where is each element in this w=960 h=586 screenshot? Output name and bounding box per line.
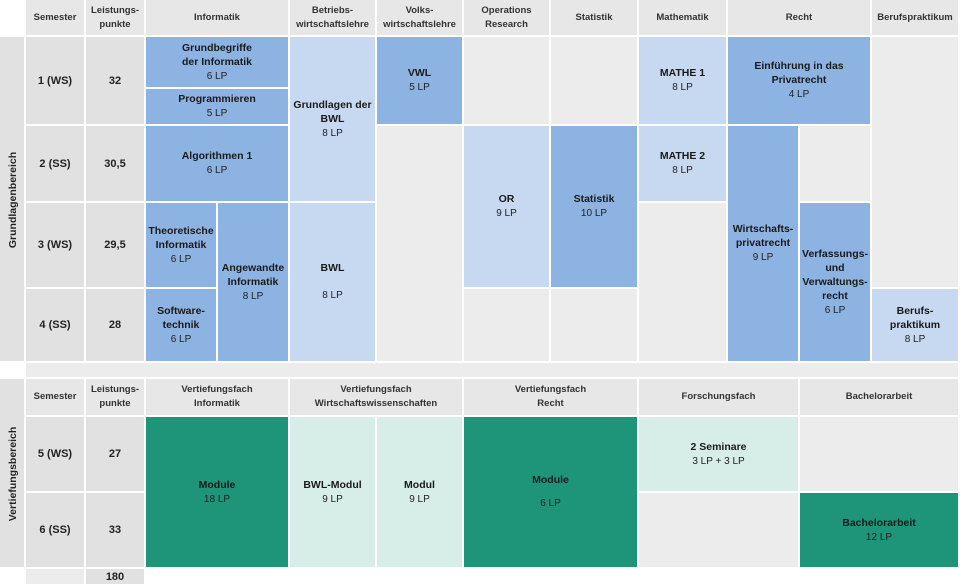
lp-6: 33 — [86, 493, 146, 569]
header-semester: Semester — [26, 0, 86, 37]
section-grundlagen-label: Grundlagenbereich — [7, 151, 19, 249]
header-berufspraktikum: Berufspraktikum — [872, 0, 960, 37]
header2-bachelorarbeit: Bachelorarbeit — [800, 379, 960, 417]
module-seminare: 2 Seminare 3 LP + 3 LP — [639, 417, 800, 493]
header2-forschungsfach: Forschungsfach — [639, 379, 800, 417]
module-grundlagen-bwl: Grundlagen der BWL 8 LP — [290, 37, 377, 203]
lp-5: 27 — [86, 417, 146, 493]
module-theoretische-informatik: Theoretische Informatik 6 LP — [146, 203, 218, 289]
section-vertiefung-label: Vertiefungsbereich — [7, 426, 19, 522]
header-bwl: Betriebs- wirtschaftslehre — [290, 0, 377, 37]
empty-or-1 — [464, 37, 551, 126]
module-angewandte-informatik: Angewandte Informatik 8 LP — [218, 203, 290, 363]
module-softwaretechnik: Software- technik 6 LP — [146, 289, 218, 363]
header-leistungspunkte: Leistungs- punkte — [86, 0, 146, 37]
module-bachelorarbeit: Bachelorarbeit 12 LP — [800, 493, 960, 569]
module-statistik: Statistik 10 LP — [551, 126, 639, 289]
semester-6: 6 (SS) — [26, 493, 86, 569]
header2-semester: Semester — [26, 379, 86, 417]
lp-1: 32 — [86, 37, 146, 126]
empty-or-2 — [464, 289, 551, 363]
semester-1: 1 (WS) — [26, 37, 86, 126]
semester-2: 2 (SS) — [26, 126, 86, 203]
module-vwl: VWL 5 LP — [377, 37, 464, 126]
module-einfuehrung-privatrecht: Einführung in das Privatrecht 4 LP — [728, 37, 872, 126]
module-or: OR 9 LP — [464, 126, 551, 289]
header-statistik: Statistik — [551, 0, 639, 37]
header-informatik: Informatik — [146, 0, 290, 37]
header2-vf-recht: Vertiefungsfach Recht — [464, 379, 639, 417]
lp-3: 29,5 — [86, 203, 146, 289]
module-programmieren: Programmieren 5 LP — [146, 89, 290, 126]
header2-vf-informatik: Vertiefungsfach Informatik — [146, 379, 290, 417]
header2-vf-wiwi: Vertiefungsfach Wirtschaftswissenschafte… — [290, 379, 464, 417]
module-vf-recht: Module 6 LP — [464, 417, 639, 569]
empty-forschungsfach — [639, 493, 800, 569]
empty-statistik-2 — [551, 289, 639, 363]
header2-leistungspunkte: Leistungs- punkte — [86, 379, 146, 417]
empty-mathematik — [639, 203, 728, 363]
section-vertiefung — [0, 379, 26, 569]
module-modul: Modul 9 LP — [377, 417, 464, 569]
empty-recht — [800, 126, 872, 203]
header-recht: Recht — [728, 0, 872, 37]
total-spacer — [26, 569, 86, 586]
section-grundlagen — [0, 37, 26, 363]
empty-bachelorarbeit — [800, 417, 960, 493]
semester-4: 4 (SS) — [26, 289, 86, 363]
header-mathematik: Mathematik — [639, 0, 728, 37]
lp-4: 28 — [86, 289, 146, 363]
semester-5: 5 (WS) — [26, 417, 86, 493]
module-verfassungsrecht: Verfassungs- und Verwaltungs- recht 6 LP — [800, 203, 872, 363]
empty-praktikum — [872, 37, 960, 289]
module-wirtschaftsprivatrecht: Wirtschafts- privatrecht 9 LP — [728, 126, 800, 363]
module-berufspraktikum: Berufs- praktikum 8 LP — [872, 289, 960, 363]
module-bwl-modul: BWL-Modul 9 LP — [290, 417, 377, 569]
spacer-row — [26, 363, 960, 379]
header-or: Operations Research — [464, 0, 551, 37]
module-vf-informatik: Module 18 LP — [146, 417, 290, 569]
module-bwl: BWL 8 LP — [290, 203, 377, 363]
header-vwl: Volks- wirtschaftslehre — [377, 0, 464, 37]
semester-3: 3 (WS) — [26, 203, 86, 289]
module-grundbegriffe: Grundbegriffe der Informatik 6 LP — [146, 37, 290, 89]
empty-statistik-1 — [551, 37, 639, 126]
empty-vwl — [377, 126, 464, 363]
lp-2: 30,5 — [86, 126, 146, 203]
total-lp: 180 — [86, 569, 146, 586]
